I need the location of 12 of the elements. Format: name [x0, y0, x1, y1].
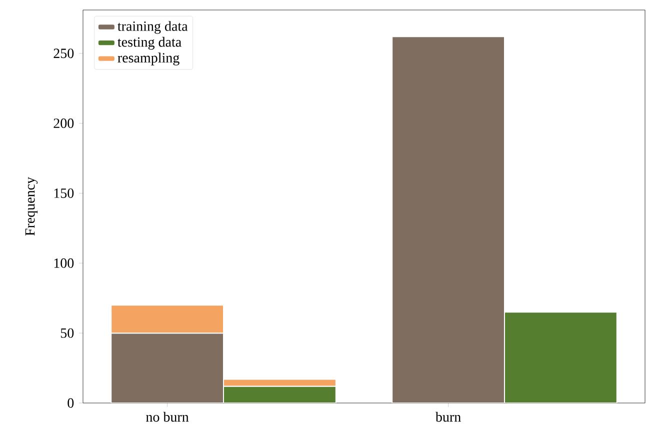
y-tick-label: 0: [68, 398, 74, 408]
y-tick-label: 250: [54, 48, 74, 58]
legend-label: training data: [118, 21, 188, 34]
y-tick-label: 200: [54, 118, 74, 128]
x-tick-label: burn: [435, 412, 461, 422]
y-axis-title: Frequency: [25, 176, 38, 236]
x-tick-label: no burn: [146, 412, 189, 422]
y-tick-label: 50: [60, 328, 74, 338]
y-tick-label: 150: [54, 188, 74, 198]
legend-label: testing data: [118, 36, 182, 50]
y-tick-label: 100: [54, 258, 74, 268]
legend-label: resampling: [118, 52, 180, 66]
